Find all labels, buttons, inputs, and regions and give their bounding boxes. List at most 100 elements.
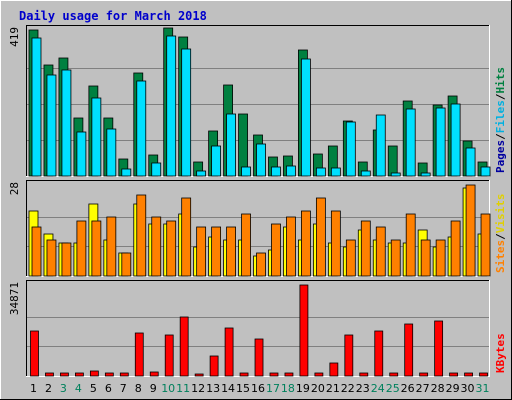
bar-files-day-24 [375, 114, 386, 177]
panel-legend: KBytes [494, 333, 507, 373]
day-label-1: 1 [30, 382, 37, 395]
bar-sites-day-24 [375, 226, 386, 277]
bar-files-day-17 [271, 166, 281, 177]
day-label-19: 19 [296, 382, 310, 395]
bar-files-day-5 [91, 97, 102, 177]
bar-sites-day-14 [226, 226, 236, 277]
day-label-24: 24 [371, 382, 385, 395]
bar-sites-day-31 [480, 213, 491, 277]
day-label-2: 2 [45, 382, 52, 395]
legend-entry: / [494, 233, 507, 240]
bar-files-day-2 [46, 74, 57, 177]
bar-kbytes-day-23 [359, 372, 369, 377]
day-axis-labels: 1 2 3 4 5 6 7 8 9 10 11 12 13 14 15 16 17 18 19 20 21 22 23 24 2… [30, 382, 490, 395]
bar-files-day-25 [390, 172, 401, 177]
bar-kbytes-day-24 [374, 330, 384, 377]
day-label-13: 13 [206, 382, 220, 395]
bar-kbytes-day-5 [89, 370, 99, 377]
bar-kbytes-day-15 [239, 372, 249, 377]
day-label-21: 21 [326, 382, 340, 395]
bar-files-day-28 [435, 107, 446, 177]
bar-files-day-20 [315, 167, 326, 177]
bar-sites-day-2 [46, 239, 57, 277]
bar-sites-day-28 [435, 239, 446, 277]
day-label-27: 27 [416, 382, 430, 395]
bar-files-day-26 [405, 108, 416, 177]
bar-files-day-29 [450, 103, 461, 177]
day-label-14: 14 [221, 382, 235, 395]
bar-files-day-3 [61, 69, 72, 177]
day-label-3: 3 [60, 382, 67, 395]
bar-sites-day-16 [256, 252, 266, 277]
bar-sites-day-21 [330, 210, 341, 277]
bar-kbytes-day-31 [479, 372, 488, 377]
bar-sites-day-25 [390, 239, 401, 277]
bar-sites-day-7 [121, 252, 132, 277]
bar-kbytes-day-12 [194, 373, 204, 377]
day-label-17: 17 [266, 382, 280, 395]
day-label-22: 22 [341, 382, 355, 395]
bar-sites-day-9 [151, 216, 162, 277]
bar-sites-day-13 [211, 226, 222, 277]
bar-files-day-14 [226, 113, 236, 177]
bar-kbytes-day-29 [449, 372, 458, 377]
day-label-30: 30 [461, 382, 475, 395]
day-label-28: 28 [431, 382, 445, 395]
bar-files-day-10 [166, 35, 177, 177]
bar-files-day-4 [76, 131, 87, 177]
day-label-11: 11 [176, 382, 190, 395]
bar-sites-day-4 [76, 220, 87, 277]
day-label-29: 29 [446, 382, 460, 395]
bar-files-day-16 [256, 143, 266, 177]
bar-kbytes-day-26 [404, 323, 414, 377]
day-label-8: 8 [135, 382, 142, 395]
bar-files-day-21 [330, 167, 341, 177]
panel-legend: Sites/Visits [494, 194, 507, 274]
bar-sites-day-3 [61, 242, 72, 277]
day-label-31: 31 [476, 382, 490, 395]
bar-kbytes-day-19 [299, 284, 309, 377]
day-label-12: 12 [191, 382, 205, 395]
bar-files-day-19 [301, 58, 311, 177]
bar-sites-day-5 [91, 220, 102, 277]
bar-sites-day-15 [241, 213, 251, 277]
day-label-26: 26 [401, 382, 415, 395]
bar-kbytes-day-4 [75, 372, 84, 377]
bar-sites-day-23 [360, 220, 371, 277]
bar-kbytes-day-28 [434, 320, 444, 377]
bar-files-day-18 [286, 165, 296, 177]
legend-entry: / [494, 133, 507, 140]
bar-kbytes-day-17 [269, 372, 279, 377]
bar-kbytes-day-7 [119, 372, 129, 377]
bar-kbytes-day-16 [254, 338, 264, 377]
bar-sites-day-29 [450, 220, 461, 277]
bar-files-day-7 [121, 168, 132, 177]
bar-sites-day-10 [166, 220, 177, 277]
bar-kbytes-day-25 [389, 372, 399, 377]
legend-entry: Sites [494, 240, 507, 273]
bar-kbytes-day-21 [329, 362, 339, 377]
day-label-4: 4 [75, 382, 82, 395]
bar-files-day-23 [360, 170, 371, 177]
bar-sites-day-6 [106, 216, 117, 277]
bar-files-day-15 [241, 166, 251, 177]
bar-files-day-30 [465, 147, 476, 177]
bar-hits-day-25 [387, 145, 398, 177]
day-label-10: 10 [161, 382, 175, 395]
visits_panel: 28 Sites/Visits [8, 180, 507, 277]
legend-entry: / [494, 93, 507, 100]
bar-sites-day-19 [301, 210, 311, 277]
panel-max-label: 34871 [8, 282, 21, 315]
day-label-20: 20 [311, 382, 325, 395]
bar-files-day-9 [151, 162, 162, 177]
bar-sites-day-17 [271, 223, 281, 277]
bar-sites-day-26 [405, 213, 416, 277]
day-label-23: 23 [356, 382, 370, 395]
day-label-6: 6 [105, 382, 112, 395]
bar-sites-day-22 [345, 239, 356, 277]
legend-entry: Files [494, 100, 507, 133]
bar-kbytes-day-6 [104, 372, 114, 377]
bar-kbytes-day-30 [464, 372, 473, 377]
legend-entry: Hits [494, 67, 507, 94]
